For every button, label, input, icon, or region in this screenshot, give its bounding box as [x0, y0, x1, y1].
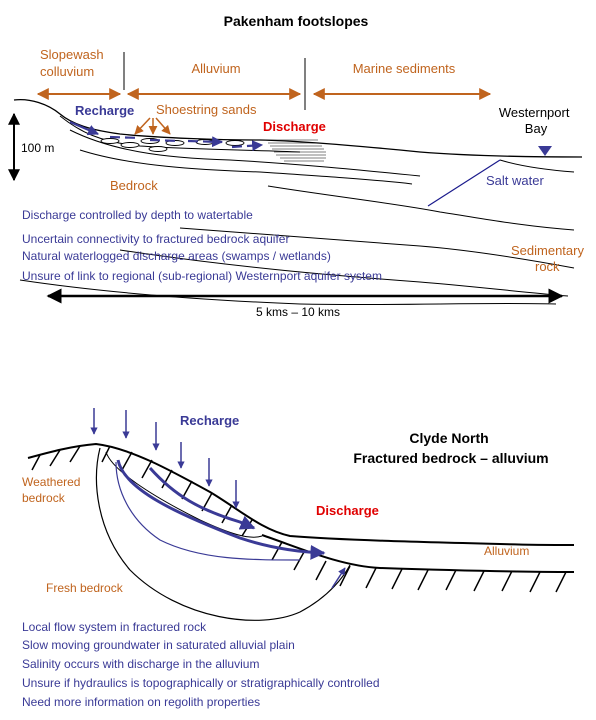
bottom-note: Slow moving groundwater in saturated all… — [22, 638, 295, 652]
zone-colluvium-line2: colluvium — [40, 64, 94, 79]
westernport-label: Westernport Bay — [499, 105, 573, 136]
recharge-arrow — [69, 120, 100, 136]
westernport-line2: Bay — [525, 121, 548, 136]
flow-paths — [116, 459, 326, 560]
discharge-arrow — [231, 140, 264, 152]
bottom-note: Local flow system in fractured rock — [22, 620, 207, 634]
discharge-hatch — [266, 139, 326, 162]
saltwater-interface — [427, 159, 501, 207]
layer-line-5 — [267, 185, 575, 231]
zone-label-marine: Marine sediments — [353, 61, 456, 76]
recharge-label: Recharge — [75, 103, 134, 118]
distance-scale-label: 5 kms – 10 kms — [256, 305, 340, 319]
top-note: Uncertain connectivity to fractured bedr… — [22, 232, 289, 246]
alluvium-base — [261, 534, 575, 573]
bottom-recharge-label: Recharge — [180, 413, 239, 428]
bottom-title: Clyde North Fractured bedrock – alluvium — [353, 430, 548, 466]
top-note: Discharge controlled by depth to waterta… — [22, 208, 253, 222]
alluvium-base-hatching — [271, 541, 567, 593]
ground-surface — [13, 98, 583, 158]
shoestring-pointers — [134, 117, 171, 135]
layer-line-8 — [19, 279, 557, 306]
zone-label-alluvium: Alluvium — [191, 61, 240, 76]
bedrock-label: Bedrock — [110, 178, 158, 193]
layer-line-1 — [59, 115, 301, 153]
bottom-note: Need more information on regolith proper… — [22, 695, 260, 709]
fresh-bedrock-boundary — [95, 447, 351, 621]
zone-colluvium-line1: Slopewash — [40, 47, 104, 62]
sea-level-marker — [538, 146, 552, 156]
top-notes: Discharge controlled by depth to waterta… — [22, 208, 382, 283]
flow-path-mid — [116, 459, 326, 560]
flow-path-deep — [115, 461, 301, 561]
bottom-note: Unsure if hydraulics is topographically … — [22, 676, 380, 690]
bottom-note: Salinity occurs with discharge in the al… — [22, 657, 259, 671]
flow-arrows — [69, 120, 264, 152]
weathered-boundary — [105, 451, 263, 538]
bottom-title-line1: Clyde North — [409, 430, 488, 446]
sedimentary-line1: Sedimentary — [511, 243, 584, 258]
recharge-arrows — [90, 408, 240, 509]
top-note: Natural waterlogged discharge areas (swa… — [22, 249, 331, 263]
layer-line-3 — [79, 149, 413, 185]
bottom-discharge-label: Discharge — [316, 503, 379, 518]
layer-line-4 — [499, 159, 575, 173]
shoestring-lenses — [100, 138, 245, 152]
height-scale-label: 100 m — [21, 141, 54, 155]
weathered-line1: Weathered — [22, 475, 80, 489]
fresh-bedrock-label: Fresh bedrock — [46, 581, 124, 595]
salt-water-label: Salt water — [486, 173, 544, 188]
discharge-label: Discharge — [263, 119, 326, 134]
top-note: Unsure of link to regional (sub-regional… — [22, 269, 382, 283]
top-title: Pakenham footslopes — [224, 13, 369, 29]
westernport-line1: Westernport — [499, 105, 570, 120]
layer-line-2 — [69, 129, 421, 177]
clyde-north-diagram: Clyde North Fractured bedrock – alluvium — [22, 408, 575, 709]
sedimentary-rock-label: Sedimentary rock — [511, 243, 588, 274]
alluvium-label: Alluvium — [484, 544, 529, 558]
layer-line-6 — [179, 227, 575, 269]
bottom-ground-surface — [27, 442, 575, 546]
bottom-notes: Local flow system in fractured rock Slow… — [22, 620, 380, 709]
pakenham-diagram: Pakenham footslopes Slopewash colluvium … — [8, 13, 588, 319]
sedimentary-line2: rock — [535, 259, 560, 274]
flow-path-shallow — [148, 467, 256, 530]
weathered-line2: bedrock — [22, 491, 66, 505]
bottom-title-line2: Fractured bedrock – alluvium — [353, 450, 548, 466]
shoestring-label: Shoestring sands — [156, 102, 257, 117]
weathered-bedrock-label: Weathered bedrock — [22, 475, 84, 505]
zone-label-colluvium: Slopewash colluvium — [40, 47, 107, 79]
upflow-arrow — [331, 567, 346, 589]
